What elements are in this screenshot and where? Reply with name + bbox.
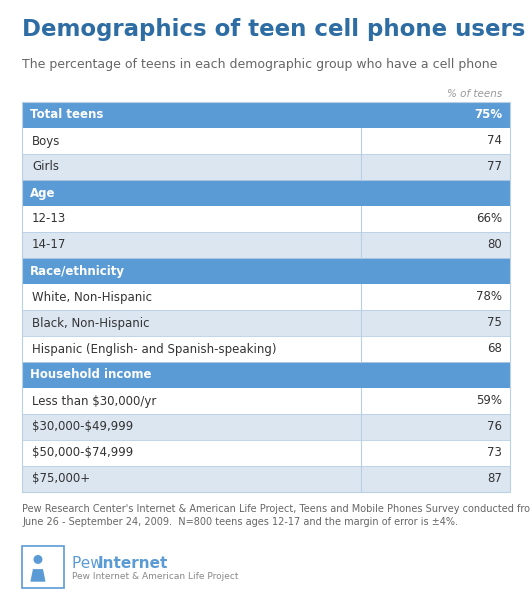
Bar	[22, 180, 510, 206]
Circle shape	[34, 556, 42, 563]
Bar	[22, 546, 64, 588]
Text: Demographics of teen cell phone users: Demographics of teen cell phone users	[22, 18, 525, 41]
Text: Black, Non-Hispanic: Black, Non-Hispanic	[32, 317, 149, 330]
Bar	[22, 336, 361, 362]
Text: 87: 87	[487, 473, 502, 486]
Bar	[22, 102, 510, 128]
Bar	[22, 284, 361, 310]
Bar	[361, 284, 510, 310]
Bar	[361, 232, 510, 258]
Text: 73: 73	[487, 447, 502, 460]
Text: \$75,000+: \$75,000+	[32, 473, 90, 486]
Text: 68: 68	[487, 343, 502, 355]
Bar	[361, 128, 510, 154]
Text: 75%: 75%	[474, 109, 502, 122]
Text: Less than \$30,000/yr: Less than \$30,000/yr	[32, 394, 156, 407]
Text: 77: 77	[487, 161, 502, 174]
Bar	[361, 336, 510, 362]
Text: \$30,000-\$49,999: \$30,000-\$49,999	[32, 420, 133, 433]
Text: White, Non-Hispanic: White, Non-Hispanic	[32, 291, 152, 304]
Text: Hispanic (English- and Spanish-speaking): Hispanic (English- and Spanish-speaking)	[32, 343, 277, 355]
Bar	[22, 232, 361, 258]
Bar	[22, 154, 361, 180]
Text: 59%: 59%	[476, 394, 502, 407]
Text: Pew Internet & American Life Project: Pew Internet & American Life Project	[72, 572, 238, 581]
Bar	[361, 466, 510, 492]
Polygon shape	[30, 569, 46, 582]
Text: Pew: Pew	[72, 556, 108, 571]
Bar	[22, 388, 361, 414]
Text: Internet: Internet	[98, 556, 169, 571]
Bar	[22, 466, 361, 492]
Bar	[361, 206, 510, 232]
Text: 14-17: 14-17	[32, 238, 66, 251]
Bar	[22, 102, 510, 492]
Bar	[22, 414, 361, 440]
Text: The percentage of teens in each demographic group who have a cell phone: The percentage of teens in each demograp…	[22, 58, 497, 71]
Text: Race/ethnicity: Race/ethnicity	[30, 264, 125, 278]
Text: Pew Research Center's Internet & American Life Project, Teens and Mobile Phones : Pew Research Center's Internet & America…	[22, 504, 530, 514]
Bar	[22, 258, 510, 284]
Text: Household income: Household income	[30, 368, 152, 381]
Text: June 26 - September 24, 2009.  N=800 teens ages 12-17 and the margin of error is: June 26 - September 24, 2009. N=800 teen…	[22, 517, 458, 527]
Text: 66%: 66%	[476, 212, 502, 225]
Bar	[361, 154, 510, 180]
Text: 76: 76	[487, 420, 502, 433]
Bar	[361, 414, 510, 440]
Text: Total teens: Total teens	[30, 109, 103, 122]
Bar	[22, 206, 361, 232]
Bar	[22, 128, 361, 154]
Text: Boys: Boys	[32, 135, 60, 148]
Bar	[22, 362, 510, 388]
Text: % of teens: % of teens	[447, 89, 502, 99]
Text: 12-13: 12-13	[32, 212, 66, 225]
Text: Girls: Girls	[32, 161, 59, 174]
Text: 80: 80	[487, 238, 502, 251]
Bar	[22, 310, 361, 336]
Bar	[361, 440, 510, 466]
Bar	[22, 440, 361, 466]
Text: 74: 74	[487, 135, 502, 148]
Text: \$50,000-\$74,999: \$50,000-\$74,999	[32, 447, 133, 460]
Text: Age: Age	[30, 187, 56, 199]
Bar	[361, 310, 510, 336]
Bar	[361, 388, 510, 414]
Text: 75: 75	[487, 317, 502, 330]
Text: 78%: 78%	[476, 291, 502, 304]
